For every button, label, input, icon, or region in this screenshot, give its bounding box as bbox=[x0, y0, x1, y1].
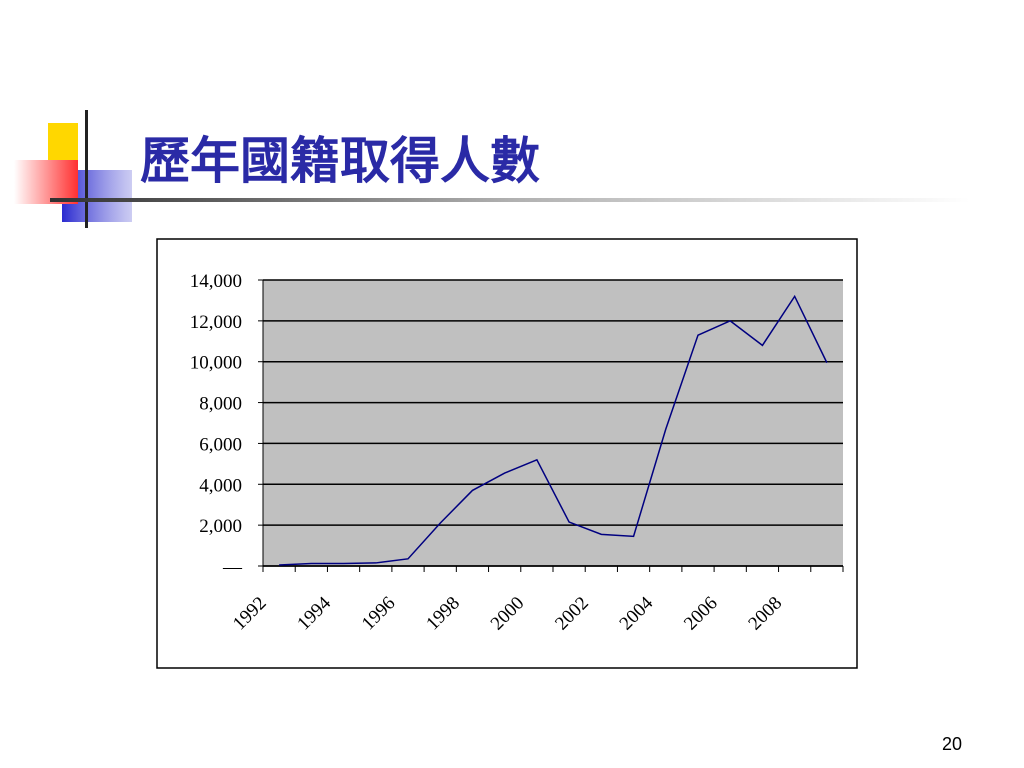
y-tick-label: 2,000 bbox=[199, 516, 242, 537]
page-number: 20 bbox=[942, 734, 962, 754]
y-tick-label: 6,000 bbox=[199, 434, 242, 455]
y-tick-label: 8,000 bbox=[199, 394, 242, 415]
y-tick-label: 14,000 bbox=[190, 271, 242, 292]
y-tick-label: 4,000 bbox=[199, 475, 242, 496]
y-tick-label: — bbox=[222, 557, 243, 578]
chart: —2,0004,0006,0008,00010,00012,00014,0001… bbox=[190, 271, 844, 634]
y-tick-label: 10,000 bbox=[190, 353, 242, 374]
plot-area bbox=[263, 280, 843, 566]
y-tick-label: 12,000 bbox=[190, 312, 242, 333]
slide-title: 歷年國籍取得人數 bbox=[140, 131, 540, 190]
data-line bbox=[279, 294, 828, 566]
title-decoration bbox=[14, 110, 970, 228]
